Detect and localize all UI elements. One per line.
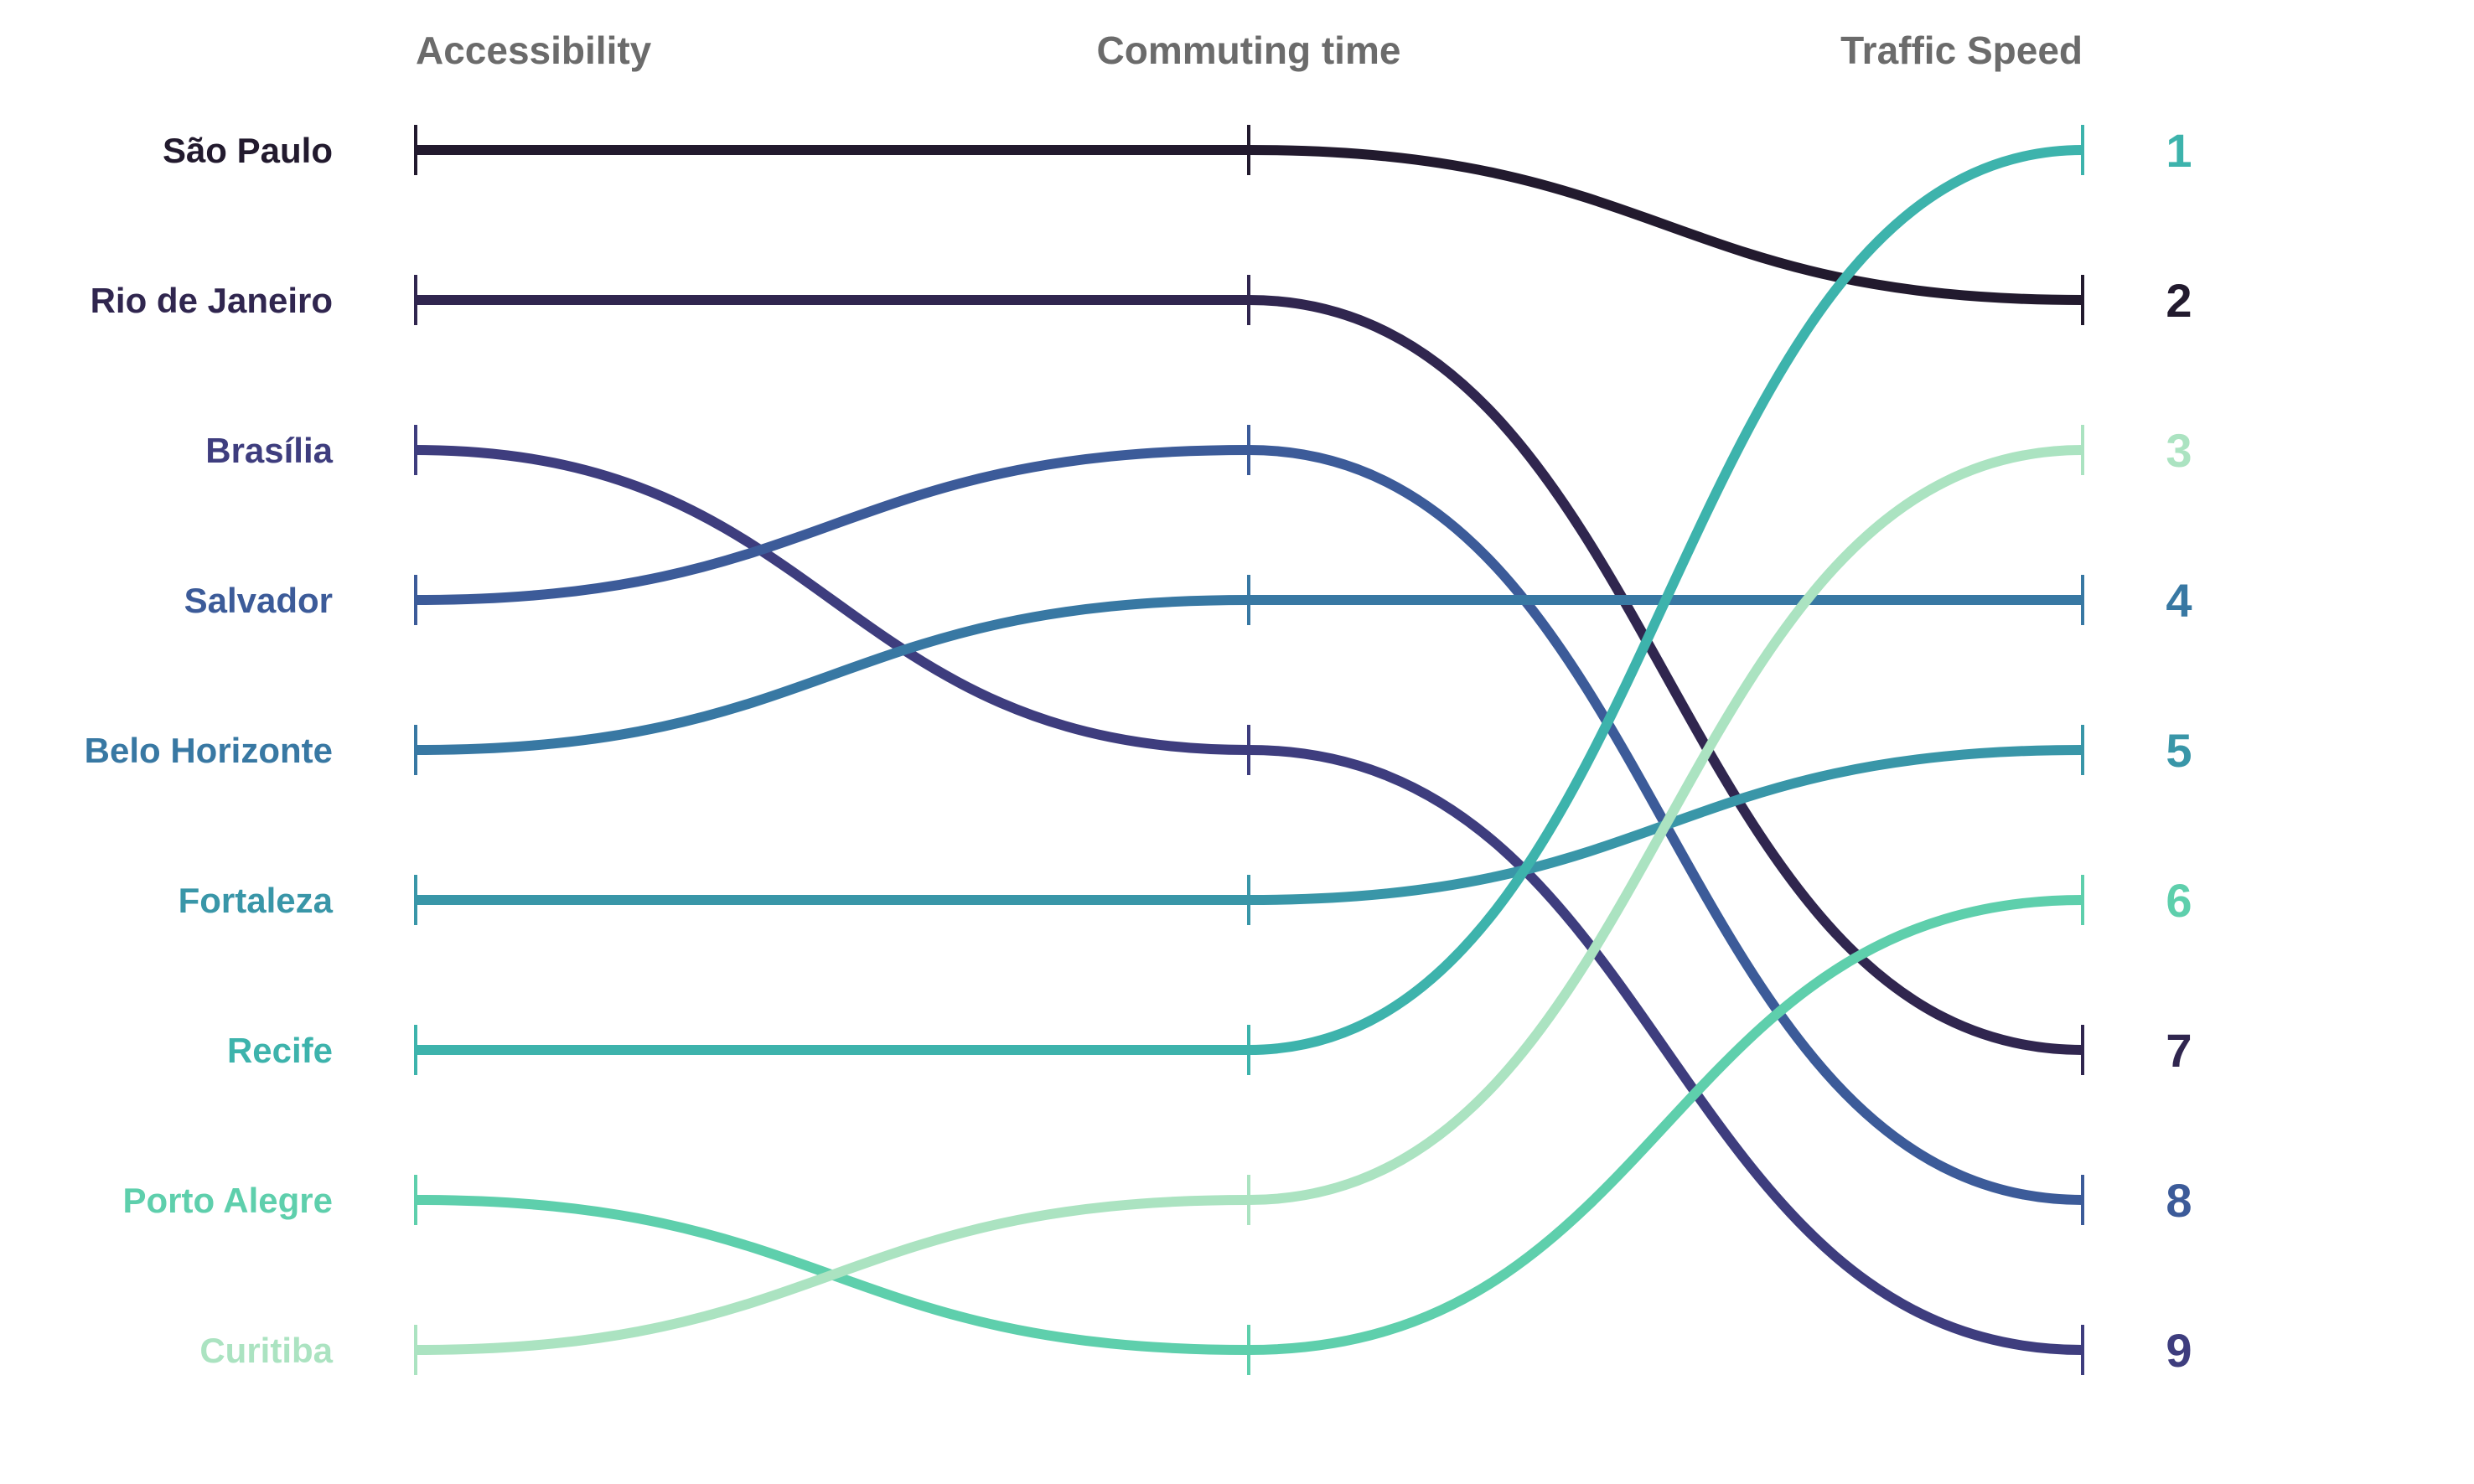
rank-label: 7	[2166, 1024, 2192, 1077]
rank-label: 3	[2166, 424, 2192, 477]
city-label: Porto Alegre	[123, 1181, 333, 1220]
city-label: São Paulo	[163, 131, 333, 170]
series-line-rio-de-janeiro	[416, 300, 2083, 1050]
city-label: Curitiba	[199, 1331, 333, 1370]
rank-label: 5	[2166, 724, 2192, 777]
axis-title-traffic-speed: Traffic Speed	[1840, 28, 2083, 72]
rank-labels: 1 2 3 4 5 6 7 8 9	[2166, 124, 2192, 1377]
city-label: Brasília	[205, 431, 333, 470]
axis-title-accessibility: Accessibility	[416, 28, 652, 72]
city-labels: São Paulo Rio de Janeiro Brasília Salvad…	[85, 131, 334, 1370]
rank-label: 2	[2166, 274, 2192, 327]
series-line-porto-alegre	[416, 900, 2083, 1350]
city-label: Salvador	[184, 581, 333, 620]
city-label: Belo Horizonte	[85, 731, 333, 770]
rank-label: 9	[2166, 1324, 2192, 1377]
city-label: Recife	[227, 1031, 333, 1070]
city-label: Fortaleza	[179, 881, 334, 920]
city-label: Rio de Janeiro	[91, 281, 333, 320]
axis-title-commuting-time: Commuting time	[1097, 28, 1401, 72]
rank-label: 6	[2166, 874, 2192, 927]
axis-titles: Accessibility Commuting time Traffic Spe…	[416, 28, 2083, 72]
axis-ticks	[416, 125, 2083, 1375]
rank-label: 4	[2166, 574, 2192, 627]
rank-label: 8	[2166, 1174, 2192, 1227]
rank-label: 1	[2166, 124, 2192, 177]
